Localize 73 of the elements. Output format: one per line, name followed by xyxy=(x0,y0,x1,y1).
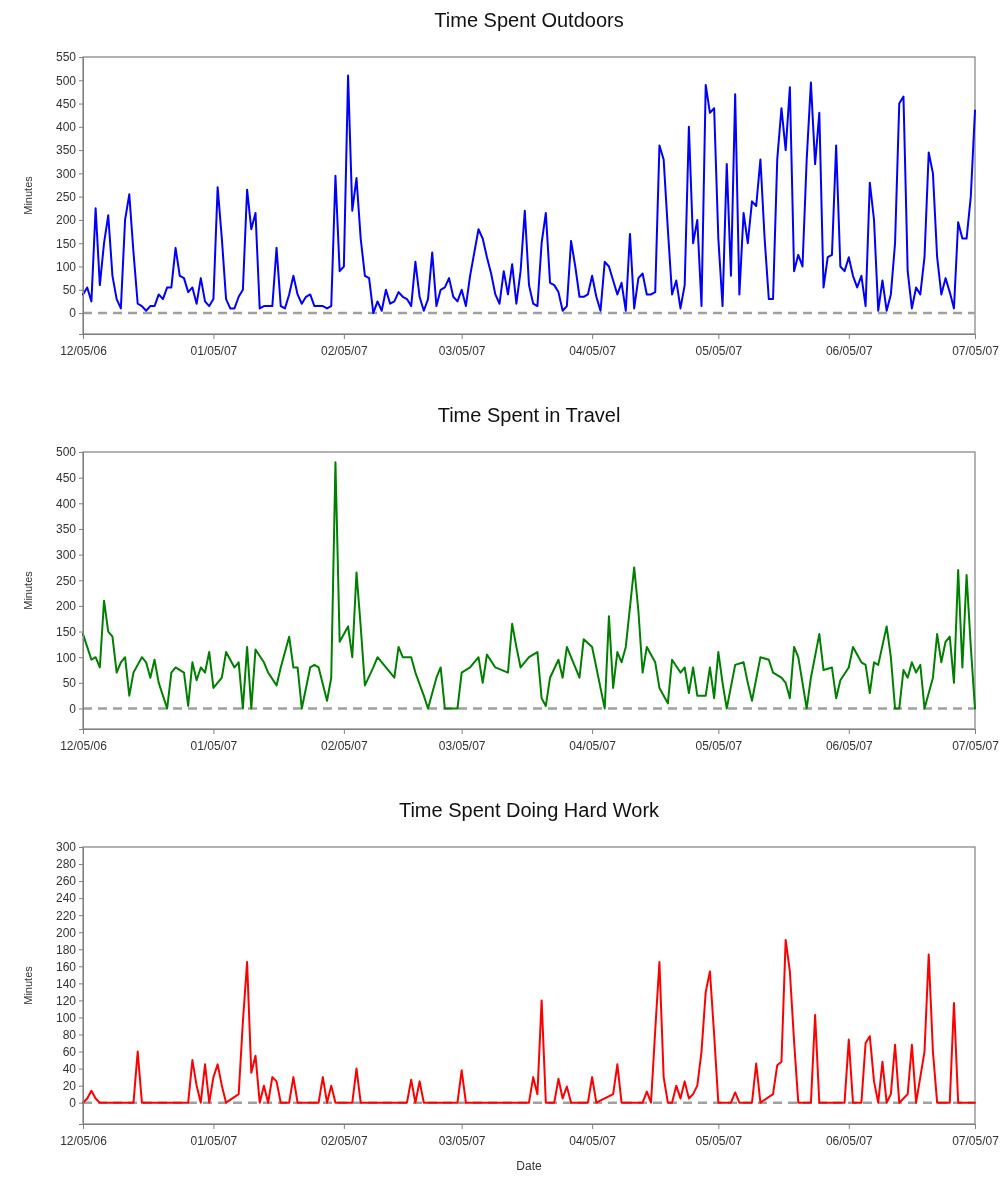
x-tick-label: 01/05/07 xyxy=(190,344,238,359)
y-tick-label: 60 xyxy=(62,1044,77,1059)
x-tick-label: 05/05/07 xyxy=(695,739,743,754)
y-tick-label: 0 xyxy=(69,306,77,321)
y-tick-label: 350 xyxy=(55,143,77,158)
y-tick-label: 0 xyxy=(69,1096,77,1111)
y-tick-label: 100 xyxy=(55,259,77,274)
y-tick-label: 300 xyxy=(55,166,77,181)
x-tick-label: 06/05/07 xyxy=(825,1134,873,1149)
x-tick-label: 05/05/07 xyxy=(695,1134,743,1149)
x-tick-label: 02/05/07 xyxy=(321,344,369,359)
x-tick-label: 04/05/07 xyxy=(569,344,617,359)
x-tick-label: 01/05/07 xyxy=(190,739,238,754)
x-tick-label: 02/05/07 xyxy=(321,1134,369,1149)
y-tick-label: 450 xyxy=(55,470,77,485)
y-tick-label: 50 xyxy=(62,283,77,298)
x-tick-label: 06/05/07 xyxy=(825,344,873,359)
y-tick-label: 250 xyxy=(55,190,77,204)
y-tick-label: 160 xyxy=(55,959,77,974)
y-tick-label: 260 xyxy=(55,874,77,889)
x-tick-label: 02/05/07 xyxy=(321,739,369,754)
y-tick-label: 400 xyxy=(55,496,77,511)
x-tick-label: 01/05/07 xyxy=(190,1134,238,1149)
line-series xyxy=(82,938,976,1104)
x-tick-label: 07/05/07 xyxy=(952,344,1000,359)
x-tick-label: 03/05/07 xyxy=(438,1134,486,1149)
x-axis-title: Date xyxy=(516,1159,542,1173)
y-tick-label: 200 xyxy=(55,925,77,940)
y-tick-label: 120 xyxy=(55,993,77,1008)
x-tick-label: 04/05/07 xyxy=(569,1134,617,1149)
y-tick-label: 500 xyxy=(55,445,77,460)
y-tick-label: 40 xyxy=(62,1061,77,1076)
y-tick-label: 550 xyxy=(55,50,77,65)
line-series xyxy=(82,461,976,710)
x-tick-label: 07/05/07 xyxy=(952,1134,1000,1149)
x-tick-label: 12/05/06 xyxy=(60,1134,108,1149)
y-axis-title: Minutes xyxy=(22,570,34,610)
y-tick-label: 200 xyxy=(55,599,77,614)
y-tick-label: 400 xyxy=(55,120,77,135)
y-tick-label: 140 xyxy=(55,976,77,991)
y-tick-label: 20 xyxy=(62,1078,77,1093)
x-tick-label: 05/05/07 xyxy=(695,344,743,359)
chart-title: Time Spent Outdoors xyxy=(434,9,624,31)
y-axis-title: Minutes xyxy=(22,965,34,1005)
line-series xyxy=(82,74,976,315)
y-tick-label: 220 xyxy=(55,908,77,923)
x-tick-label: 06/05/07 xyxy=(825,739,873,754)
y-tick-label: 100 xyxy=(55,1010,77,1025)
y-tick-label: 500 xyxy=(55,73,77,88)
x-tick-label: 03/05/07 xyxy=(438,739,486,754)
x-tick-label: 04/05/07 xyxy=(569,739,617,754)
y-tick-label: 180 xyxy=(55,942,77,957)
y-tick-label: 100 xyxy=(55,650,77,665)
y-tick-label: 150 xyxy=(55,624,77,639)
x-tick-label: 03/05/07 xyxy=(438,344,486,359)
y-tick-label: 300 xyxy=(55,840,77,855)
x-tick-label: 12/05/06 xyxy=(60,344,108,359)
chart-title: Time Spent Doing Hard Work xyxy=(398,799,661,821)
y-axis-title: Minutes xyxy=(22,175,34,215)
y-tick-label: 250 xyxy=(55,573,77,588)
y-tick-label: 240 xyxy=(55,891,77,906)
y-tick-label: 0 xyxy=(69,701,77,716)
x-tick-label: 12/05/06 xyxy=(60,739,108,754)
y-tick-label: 150 xyxy=(55,236,77,251)
y-tick-label: 80 xyxy=(62,1027,77,1042)
y-tick-label: 50 xyxy=(62,676,77,691)
y-tick-label: 200 xyxy=(55,213,77,228)
y-tick-label: 300 xyxy=(55,547,77,562)
chart-title: Time Spent in Travel xyxy=(437,404,621,426)
x-tick-label: 07/05/07 xyxy=(952,739,1000,754)
y-tick-label: 350 xyxy=(55,522,77,537)
y-tick-label: 450 xyxy=(55,96,77,111)
y-tick-label: 280 xyxy=(55,857,77,872)
